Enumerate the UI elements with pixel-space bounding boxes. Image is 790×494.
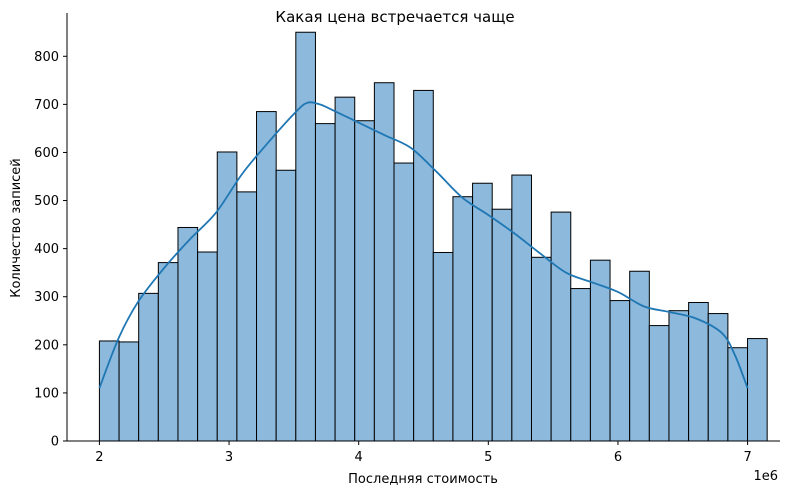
histogram-bar	[413, 89, 434, 442]
y-tick-label: 400	[34, 242, 59, 257]
x-axis-label: Последняя стоимость	[348, 472, 498, 487]
x-tick-label: 5	[484, 450, 492, 465]
y-tick-label: 800	[34, 50, 59, 65]
x-offset-label: 1e6	[753, 469, 778, 484]
histogram-bar	[138, 292, 159, 442]
histogram-bar	[668, 310, 690, 442]
histogram-bar	[373, 82, 395, 442]
histogram-bar	[197, 251, 218, 442]
histogram-bar	[550, 211, 572, 442]
kde-curve	[98, 101, 749, 389]
histogram-bar	[236, 191, 258, 442]
histogram-bar	[177, 226, 199, 442]
histogram-bar	[511, 174, 532, 442]
histogram-bar	[314, 123, 336, 442]
y-tick-label: 0	[51, 435, 59, 450]
histogram-bar	[452, 196, 474, 442]
histogram-bar	[256, 111, 277, 442]
y-axis-label: Количество записей	[9, 158, 24, 298]
histogram-bar	[530, 256, 552, 442]
y-tick-label: 100	[34, 386, 59, 401]
y-tick-label: 200	[34, 338, 59, 353]
histogram-bar	[98, 340, 120, 442]
bars-group	[98, 31, 768, 442]
histogram-bar	[157, 262, 179, 442]
histogram-bar	[747, 338, 768, 442]
y-ticks-group: 0 100 200 300 400 500 600 700 800	[34, 50, 67, 450]
histogram-bar	[354, 120, 375, 442]
x-tick-label: 6	[614, 450, 622, 465]
x-ticks-group: 2 3 4 5 6 7	[95, 441, 752, 465]
y-tick-label: 300	[34, 290, 59, 305]
y-tick-label: 500	[34, 194, 59, 209]
x-tick-label: 2	[95, 450, 103, 465]
histogram-bar	[334, 96, 356, 442]
histogram-bar	[609, 300, 631, 442]
histogram-bar	[629, 270, 650, 442]
histogram-bar	[432, 251, 454, 442]
chart-title: Какая цена встречается чаще	[275, 8, 514, 26]
histogram-bar	[648, 325, 670, 442]
y-tick-label: 700	[34, 98, 59, 113]
histogram-bar	[118, 341, 140, 442]
histogram-bar	[393, 162, 415, 442]
histogram-bar	[472, 182, 493, 442]
x-tick-label: 7	[743, 450, 751, 465]
histogram-bar	[275, 169, 297, 442]
histogram-bar	[570, 288, 591, 442]
histogram-bar	[295, 31, 316, 442]
x-tick-label: 3	[225, 450, 233, 465]
histogram-bar	[491, 208, 513, 442]
x-tick-label: 4	[355, 450, 363, 465]
y-tick-label: 600	[34, 146, 59, 161]
histogram-bar	[707, 313, 729, 442]
